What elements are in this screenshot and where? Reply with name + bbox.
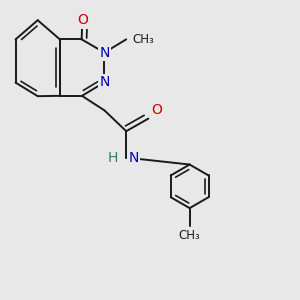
Text: O: O (151, 103, 162, 117)
Text: O: O (77, 13, 88, 27)
Text: N: N (128, 151, 139, 165)
Text: CH₃: CH₃ (179, 229, 200, 242)
Text: N: N (99, 75, 110, 89)
Text: N: N (99, 46, 110, 60)
Text: CH₃: CH₃ (132, 33, 154, 46)
Text: H: H (108, 151, 118, 165)
